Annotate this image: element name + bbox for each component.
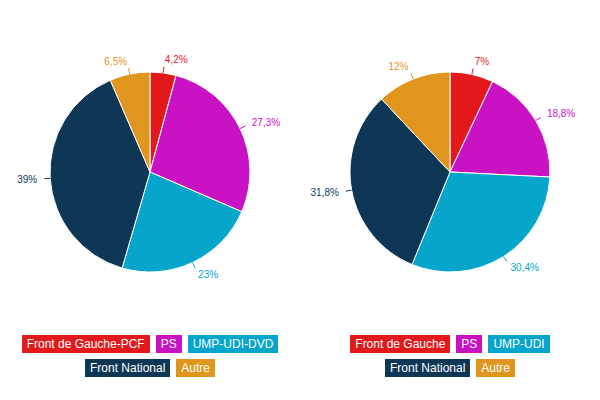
svg-text:27,3%: 27,3% <box>252 117 280 128</box>
html-text:PS: PS <box>461 337 478 351</box>
html-text:Autre: Autre <box>181 361 210 375</box>
html-text:UMP-UDI: UMP-UDI <box>493 337 545 351</box>
html-text:Front de Gauche: Front de Gauche <box>355 337 446 351</box>
html-text:UMP-UDI-DVD: UMP-UDI-DVD <box>192 337 274 351</box>
svg-text:23%: 23% <box>198 269 218 280</box>
html-text:Front National: Front National <box>390 361 466 375</box>
svg-text:30,4%: 30,4% <box>511 262 539 273</box>
svg-text:18,8%: 18,8% <box>547 108 575 119</box>
html-text:Front de Gauche-PCF: Front de Gauche-PCF <box>26 337 145 351</box>
svg-text:6,5%: 6,5% <box>104 56 127 67</box>
svg-text:12%: 12% <box>388 61 408 72</box>
svg-text:4,2%: 4,2% <box>165 54 188 65</box>
svg-text:39%: 39% <box>17 174 37 185</box>
svg-text:7%: 7% <box>475 56 490 67</box>
html-text:Front National: Front National <box>90 361 166 375</box>
html-text:Autre: Autre <box>481 361 510 375</box>
html-text:PS: PS <box>160 337 177 351</box>
svg-text:31,8%: 31,8% <box>311 187 339 198</box>
